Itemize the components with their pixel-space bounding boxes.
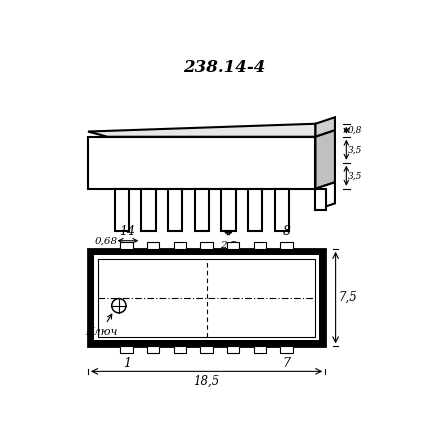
Text: 0,68: 0,68 <box>95 236 118 245</box>
Bar <box>168 189 182 231</box>
Polygon shape <box>315 130 335 189</box>
Text: 238.14-4: 238.14-4 <box>183 59 266 76</box>
Polygon shape <box>315 117 335 137</box>
Bar <box>275 189 289 231</box>
Polygon shape <box>88 137 315 189</box>
Polygon shape <box>88 124 315 137</box>
Bar <box>141 189 155 231</box>
Bar <box>201 242 213 249</box>
Bar <box>115 189 129 231</box>
Text: 7: 7 <box>283 357 290 370</box>
Bar <box>94 255 319 341</box>
Text: 0,8: 0,8 <box>348 126 362 135</box>
Text: 7,5: 7,5 <box>339 291 357 304</box>
Bar <box>227 346 240 354</box>
Bar <box>254 346 266 354</box>
Bar <box>120 242 133 249</box>
Text: 2,5: 2,5 <box>220 241 237 250</box>
Bar <box>221 189 236 231</box>
Bar <box>254 242 266 249</box>
Bar <box>248 189 262 231</box>
Bar <box>98 259 315 337</box>
Bar <box>147 346 159 354</box>
Bar <box>88 249 325 346</box>
Bar <box>280 346 293 354</box>
Bar <box>201 346 213 354</box>
Bar <box>120 346 133 354</box>
Polygon shape <box>315 182 335 210</box>
Text: 3,5: 3,5 <box>348 145 362 154</box>
Text: 8: 8 <box>283 225 290 238</box>
Bar <box>174 242 186 249</box>
Bar <box>147 242 159 249</box>
Bar <box>227 242 240 249</box>
Text: 14: 14 <box>119 225 134 238</box>
Bar <box>315 189 326 210</box>
Text: 1: 1 <box>123 357 131 370</box>
Text: Ключ: Ключ <box>85 314 117 337</box>
Bar <box>194 189 209 231</box>
Text: 3,5: 3,5 <box>348 171 362 180</box>
Bar <box>280 242 293 249</box>
Text: 18,5: 18,5 <box>194 375 220 387</box>
Bar <box>174 346 186 354</box>
